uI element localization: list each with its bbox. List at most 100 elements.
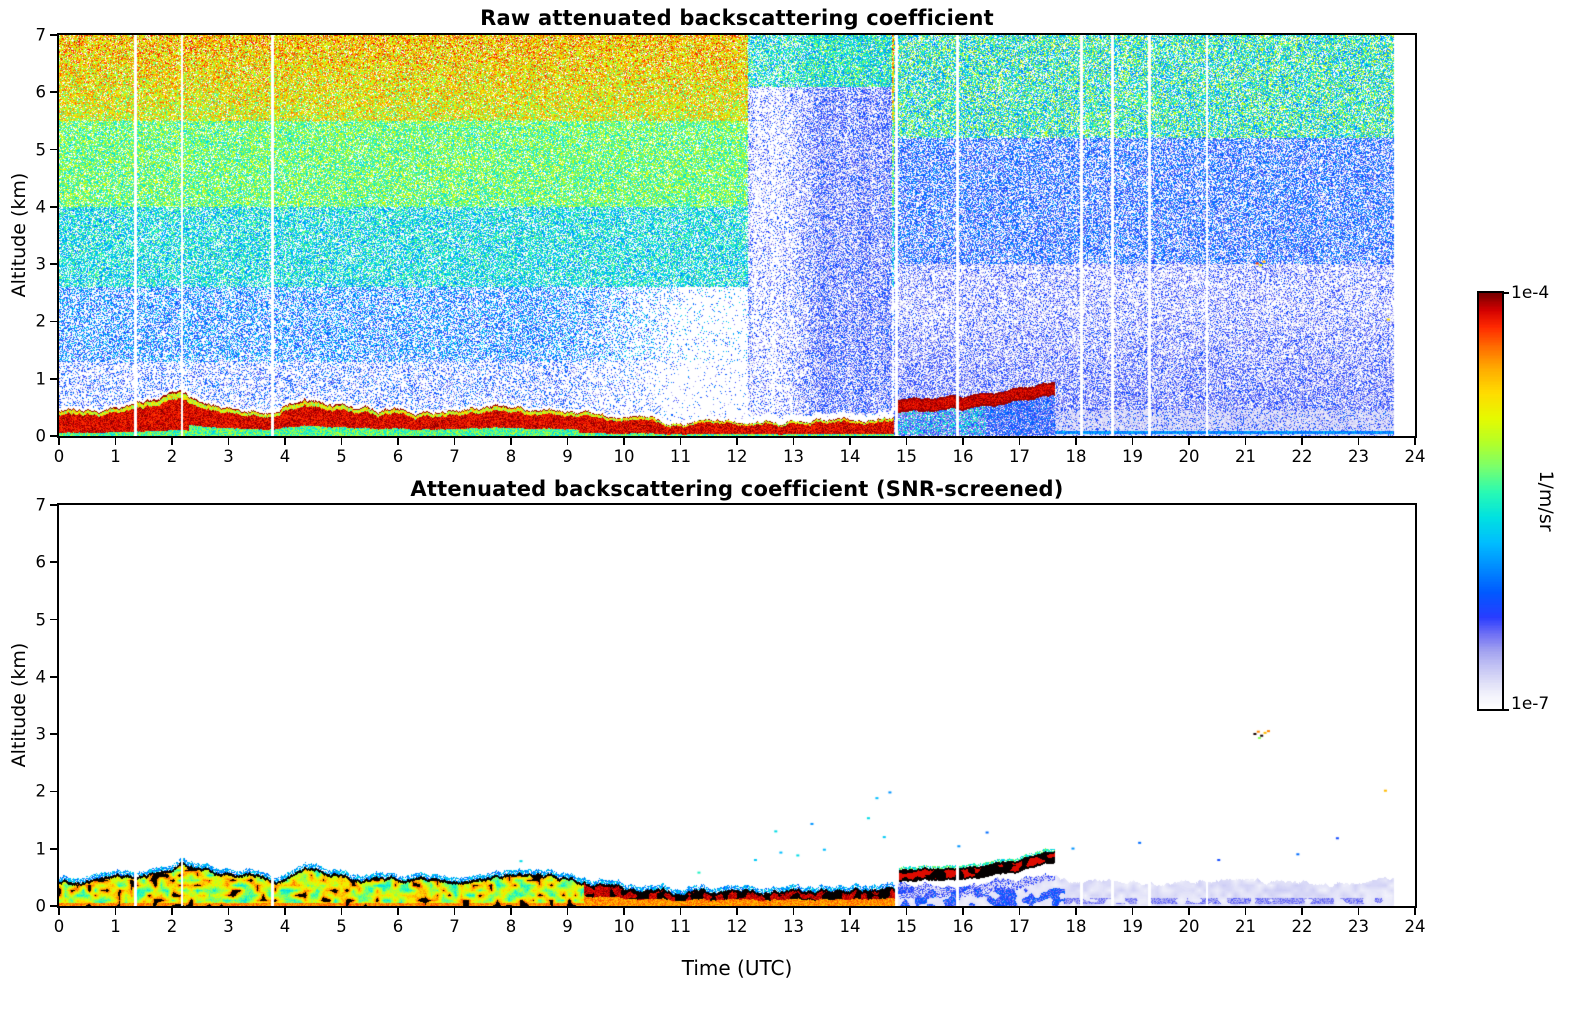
y-tick-label: 7 [35,25,47,45]
x-tick [1244,438,1247,445]
x-tick [623,438,625,445]
x-tick [566,438,569,445]
x-tick [1244,908,1247,915]
x-tick [1188,438,1190,445]
y-tick [50,148,57,151]
x-tick-label: 5 [336,917,347,936]
x-tick [1075,438,1077,445]
x-tick-label: 9 [562,917,573,936]
x-tick [1414,438,1416,445]
raw-backscatter-heatmap [59,35,1415,436]
y-tick-label: 6 [35,552,47,572]
x-tick [340,438,343,445]
x-tick [510,438,512,445]
x-tick-label: 0 [53,917,65,936]
colorbar-tick [1504,292,1509,294]
y-tick [50,905,57,907]
x-tick-label: 10 [613,447,635,466]
x-tick [1018,908,1021,915]
y-tick [50,676,57,678]
y-tick-label: 6 [35,82,47,102]
y-tick [50,263,57,265]
y-tick-label: 2 [35,311,47,331]
screened-plot-axes [57,503,1417,908]
y-tick-label: 0 [35,426,47,446]
x-tick-label: 20 [1178,447,1200,466]
x-tick [792,438,795,445]
x-tick-label: 14 [839,447,861,466]
x-tick-label: 23 [1348,447,1369,466]
x-tick [284,438,286,445]
x-tick-label: 17 [1009,917,1030,936]
x-tick-label: 9 [562,447,573,466]
x-tick [1131,908,1134,915]
x-tick [58,438,60,445]
x-tick-label: 16 [952,917,974,936]
x-tick-label: 18 [1065,447,1087,466]
x-tick [227,438,230,445]
y-tick [50,91,57,94]
screened-plot-title: Attenuated backscattering coefficient (S… [410,477,1064,501]
x-tick [284,908,286,915]
x-tick [1131,438,1134,445]
x-tick [679,438,682,445]
x-tick-label: 19 [1122,917,1143,936]
x-tick [397,908,399,915]
x-tick [114,908,117,915]
x-tick-label: 16 [952,447,974,466]
colorbar [1477,291,1504,711]
colorbar-gradient [1479,293,1502,709]
x-tick-label: 8 [505,447,517,466]
y-tick-label: 4 [35,667,47,687]
y-tick-label: 5 [35,140,47,160]
x-tick-label: 11 [670,447,691,466]
colorbar-min-label: 1e-7 [1511,694,1550,714]
y-tick [50,790,57,793]
x-tick [171,438,173,445]
x-tick-label: 4 [279,447,291,466]
x-tick [679,908,682,915]
x-tick [397,438,399,445]
x-tick [1357,908,1360,915]
y-tick-label: 7 [35,495,47,515]
x-tick-label: 20 [1178,917,1200,936]
colorbar-max-label: 1e-4 [1511,283,1550,303]
x-tick-label: 12 [726,917,748,936]
x-tick [1075,908,1077,915]
y-tick [50,504,57,506]
y-tick-label: 0 [35,896,47,916]
x-tick [58,908,60,915]
colorbar-units-label: 1/m/sr [1535,470,1557,532]
y-tick [50,618,57,621]
x-tick-label: 13 [783,917,804,936]
x-tick [1414,908,1416,915]
y-tick [50,206,57,208]
y-tick [50,377,57,380]
x-tick-label: 22 [1291,917,1313,936]
x-tick [736,908,738,915]
x-tick-label: 24 [1404,447,1426,466]
raw-plot-axes [57,33,1417,438]
y-tick [50,847,57,850]
x-tick [849,908,851,915]
x-tick-label: 14 [839,917,861,936]
screened-backscatter-heatmap [59,505,1415,906]
x-tick [566,908,569,915]
x-tick [849,438,851,445]
x-tick-label: 1 [110,917,121,936]
y-tick-label: 1 [35,839,47,859]
x-tick-label: 15 [896,917,917,936]
x-tick-label: 23 [1348,917,1369,936]
x-tick [623,908,625,915]
x-tick [453,908,456,915]
x-tick [1188,908,1190,915]
x-tick-label: 15 [896,447,917,466]
x-tick-label: 18 [1065,917,1087,936]
x-axis-label: Time (UTC) [681,956,793,980]
x-tick-label: 6 [392,917,404,936]
x-tick-label: 0 [53,447,65,466]
x-tick [962,438,964,445]
x-tick-label: 10 [613,917,635,936]
x-tick-label: 12 [726,447,748,466]
x-tick [510,908,512,915]
